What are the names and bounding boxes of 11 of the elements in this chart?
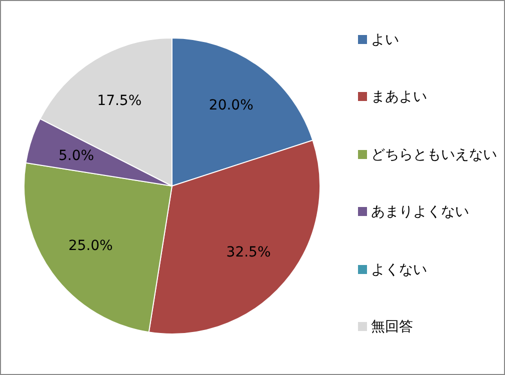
data-label: 20.0% <box>208 98 254 114</box>
data-label: 25.0% <box>68 238 113 254</box>
legend-label: あまりよくない <box>371 203 469 222</box>
data-label: 5.0% <box>58 148 94 164</box>
data-label: 32.5% <box>226 244 271 260</box>
legend-label: 無回答 <box>371 318 413 336</box>
data-label: 17.5% <box>97 93 142 110</box>
legend-label: まあよい <box>371 88 427 106</box>
legend-label: よい <box>371 31 399 49</box>
legend-label: よくない <box>371 260 427 279</box>
legend-label: どちらともいえない <box>371 146 497 164</box>
